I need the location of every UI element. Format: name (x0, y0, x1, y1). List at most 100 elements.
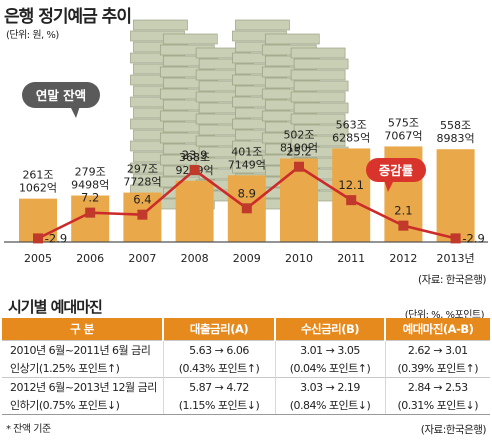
x-tick-label: 2005 (24, 252, 52, 265)
banknote-stack (290, 69, 346, 81)
growth-marker-2012 (398, 220, 409, 231)
bar-label: 401조 (231, 145, 262, 158)
banknote-stack (162, 33, 218, 45)
deposit-cell: 3.01 → 3.05 (274, 340, 385, 359)
margin-cell: 2.62 → 3.01 (384, 340, 490, 359)
loan-cell: (1.15% 포인트↓) (162, 396, 275, 415)
growth-label: -2.9 (462, 231, 484, 245)
bar-2008 (175, 180, 214, 242)
table-row: 인상기(1.25% 포인트↑) (0.43% 포인트↑) (0.04% 포인트↑… (2, 359, 490, 378)
bar-2010 (280, 158, 318, 242)
header-margin: 예대마진(A-B) (384, 318, 490, 341)
growth-label: 2.1 (394, 204, 412, 218)
bar-label: 558조 (440, 119, 471, 132)
growth-bubble-label: 증감률 (379, 163, 414, 178)
bar-label: 279조 (75, 166, 106, 179)
growth-marker-2010 (294, 161, 304, 172)
header-period: 구 분 (2, 318, 163, 341)
growth-marker-2005 (33, 233, 43, 244)
bar-label: 8983억 (437, 132, 475, 145)
x-tick-labels: 2005 2006 2007 2008 2009 2010 2011 2012 2013년 (24, 252, 475, 265)
loan-cell: (0.43% 포인트↑) (162, 359, 275, 378)
x-tick-label: 2008 (181, 252, 209, 265)
table-row: 2010년 6월~2011년 6월 금리 5.63 → 6.06 3.01 → … (2, 340, 490, 359)
bar-label: 297조 (127, 163, 158, 176)
growth-marker-2009 (241, 203, 252, 214)
loan-cell: 5.87 → 4.72 (162, 377, 275, 396)
chart-unit: (단위: 원, %) (6, 30, 59, 41)
growth-label: 12.1 (338, 178, 364, 192)
growth-label: 23.9 (182, 148, 208, 162)
banknote-stack (290, 91, 346, 103)
period-cell: 인상기(1.25% 포인트↑) (10, 362, 120, 375)
balance-bubble: 연말 잔액 (22, 82, 100, 118)
banknote-stack (293, 124, 349, 136)
margin-table: 구 분 대출금리(A) 수신금리(B) 예대마진(A-B) 2010년 6월~2… (2, 318, 490, 415)
banknote-stack (290, 47, 346, 59)
loan-cell: 5.63 → 6.06 (162, 340, 275, 359)
bar-label: 7067억 (384, 129, 422, 142)
deposit-cell: (0.04% 포인트↑) (274, 359, 385, 378)
banknote-stack (293, 102, 349, 114)
bar-value-labels: 261조1062억279조9498억297조7728억368조9219억401조… (19, 116, 475, 194)
header-deposit-rate: 수신금리(B) (274, 318, 385, 341)
bar-label: 7149억 (228, 158, 266, 171)
bar-label: 575조 (388, 116, 419, 129)
bar-label: 502조 (283, 129, 314, 142)
banknote-stack (290, 113, 346, 125)
chart-title: 은행 정기예금 추이 (4, 7, 132, 27)
x-tick-label: 2009 (233, 252, 261, 265)
deposit-chart: 261조1062억279조9498억297조7728억368조9219억401조… (4, 19, 488, 265)
banknote-stack (264, 33, 320, 45)
growth-bubble: 증감률 (366, 158, 426, 192)
bar-label: 8190억 (280, 142, 318, 155)
growth-marker-2007 (137, 209, 148, 220)
balance-bubble-label: 연말 잔액 (36, 88, 86, 103)
table-title: 시기별 예대마진 (8, 298, 103, 316)
bar-label: 6285억 (332, 131, 370, 144)
bar-label: 7728억 (123, 176, 161, 189)
growth-label: 8.9 (238, 186, 256, 200)
period-cell: 2012년 6월~2013년 12월 금리 (2, 377, 163, 396)
table-header-row: 구 분 대출금리(A) 수신금리(B) 예대마진(A-B) (2, 318, 490, 341)
growth-marker-2008 (189, 165, 200, 176)
banknote-stack (235, 19, 290, 31)
banknote-stack (293, 58, 349, 70)
table-note: * 잔액 기준 (6, 424, 51, 435)
growth-marker-2013년 (450, 233, 461, 244)
bar-label: 1062억 (19, 182, 57, 195)
growth-marker-2011 (346, 195, 357, 206)
table-unit: (단위: %, %포인트) (404, 310, 485, 321)
x-tick-label: 2013년 (437, 252, 475, 265)
period-cell: 인하기(0.75% 포인트↓) (2, 396, 163, 415)
growth-label: 6.4 (133, 193, 151, 207)
growth-label: -2.9 (45, 231, 67, 245)
bar-label: 261조 (22, 169, 53, 182)
growth-line-series: -2.9 7.2 6.4 23.9 8.9 25.2 12.1 2.1 -2.9 (33, 145, 485, 245)
x-tick-label: 2007 (128, 252, 156, 265)
chart-source: (자료: 한국은행) (417, 274, 487, 286)
x-tick-label: 2012 (389, 252, 417, 265)
table-row: 인하기(0.75% 포인트↓) (1.15% 포인트↓) (0.84% 포인트↓… (2, 396, 490, 415)
table-source: (자료:한국은행) (420, 424, 487, 436)
growth-label: 7.2 (81, 191, 99, 205)
x-tick-label: 2011 (337, 252, 365, 265)
banknote-stack (293, 80, 349, 92)
x-tick-label: 2010 (285, 252, 313, 265)
banknote-stack (133, 19, 188, 31)
margin-cell: (0.31% 포인트↓) (384, 396, 490, 415)
bar-label: 563조 (336, 118, 367, 131)
table-row: 2012년 6월~2013년 12월 금리 5.87 → 4.72 3.03 →… (2, 377, 490, 396)
growth-label: 25.2 (286, 145, 312, 159)
bar-series (19, 146, 475, 242)
bar-2013년 (436, 149, 475, 242)
bar-label: 9498억 (71, 179, 109, 192)
banknote-stack (290, 135, 346, 147)
margin-cell: (0.39% 포인트↑) (384, 359, 490, 378)
deposit-cell: (0.84% 포인트↓) (274, 396, 385, 415)
bar-label: 368조 (179, 151, 210, 164)
growth-marker-2006 (85, 207, 96, 218)
x-tick-label: 2006 (76, 252, 104, 265)
deposit-cell: 3.03 → 2.19 (274, 377, 385, 396)
margin-cell: 2.84 → 2.53 (384, 377, 490, 396)
